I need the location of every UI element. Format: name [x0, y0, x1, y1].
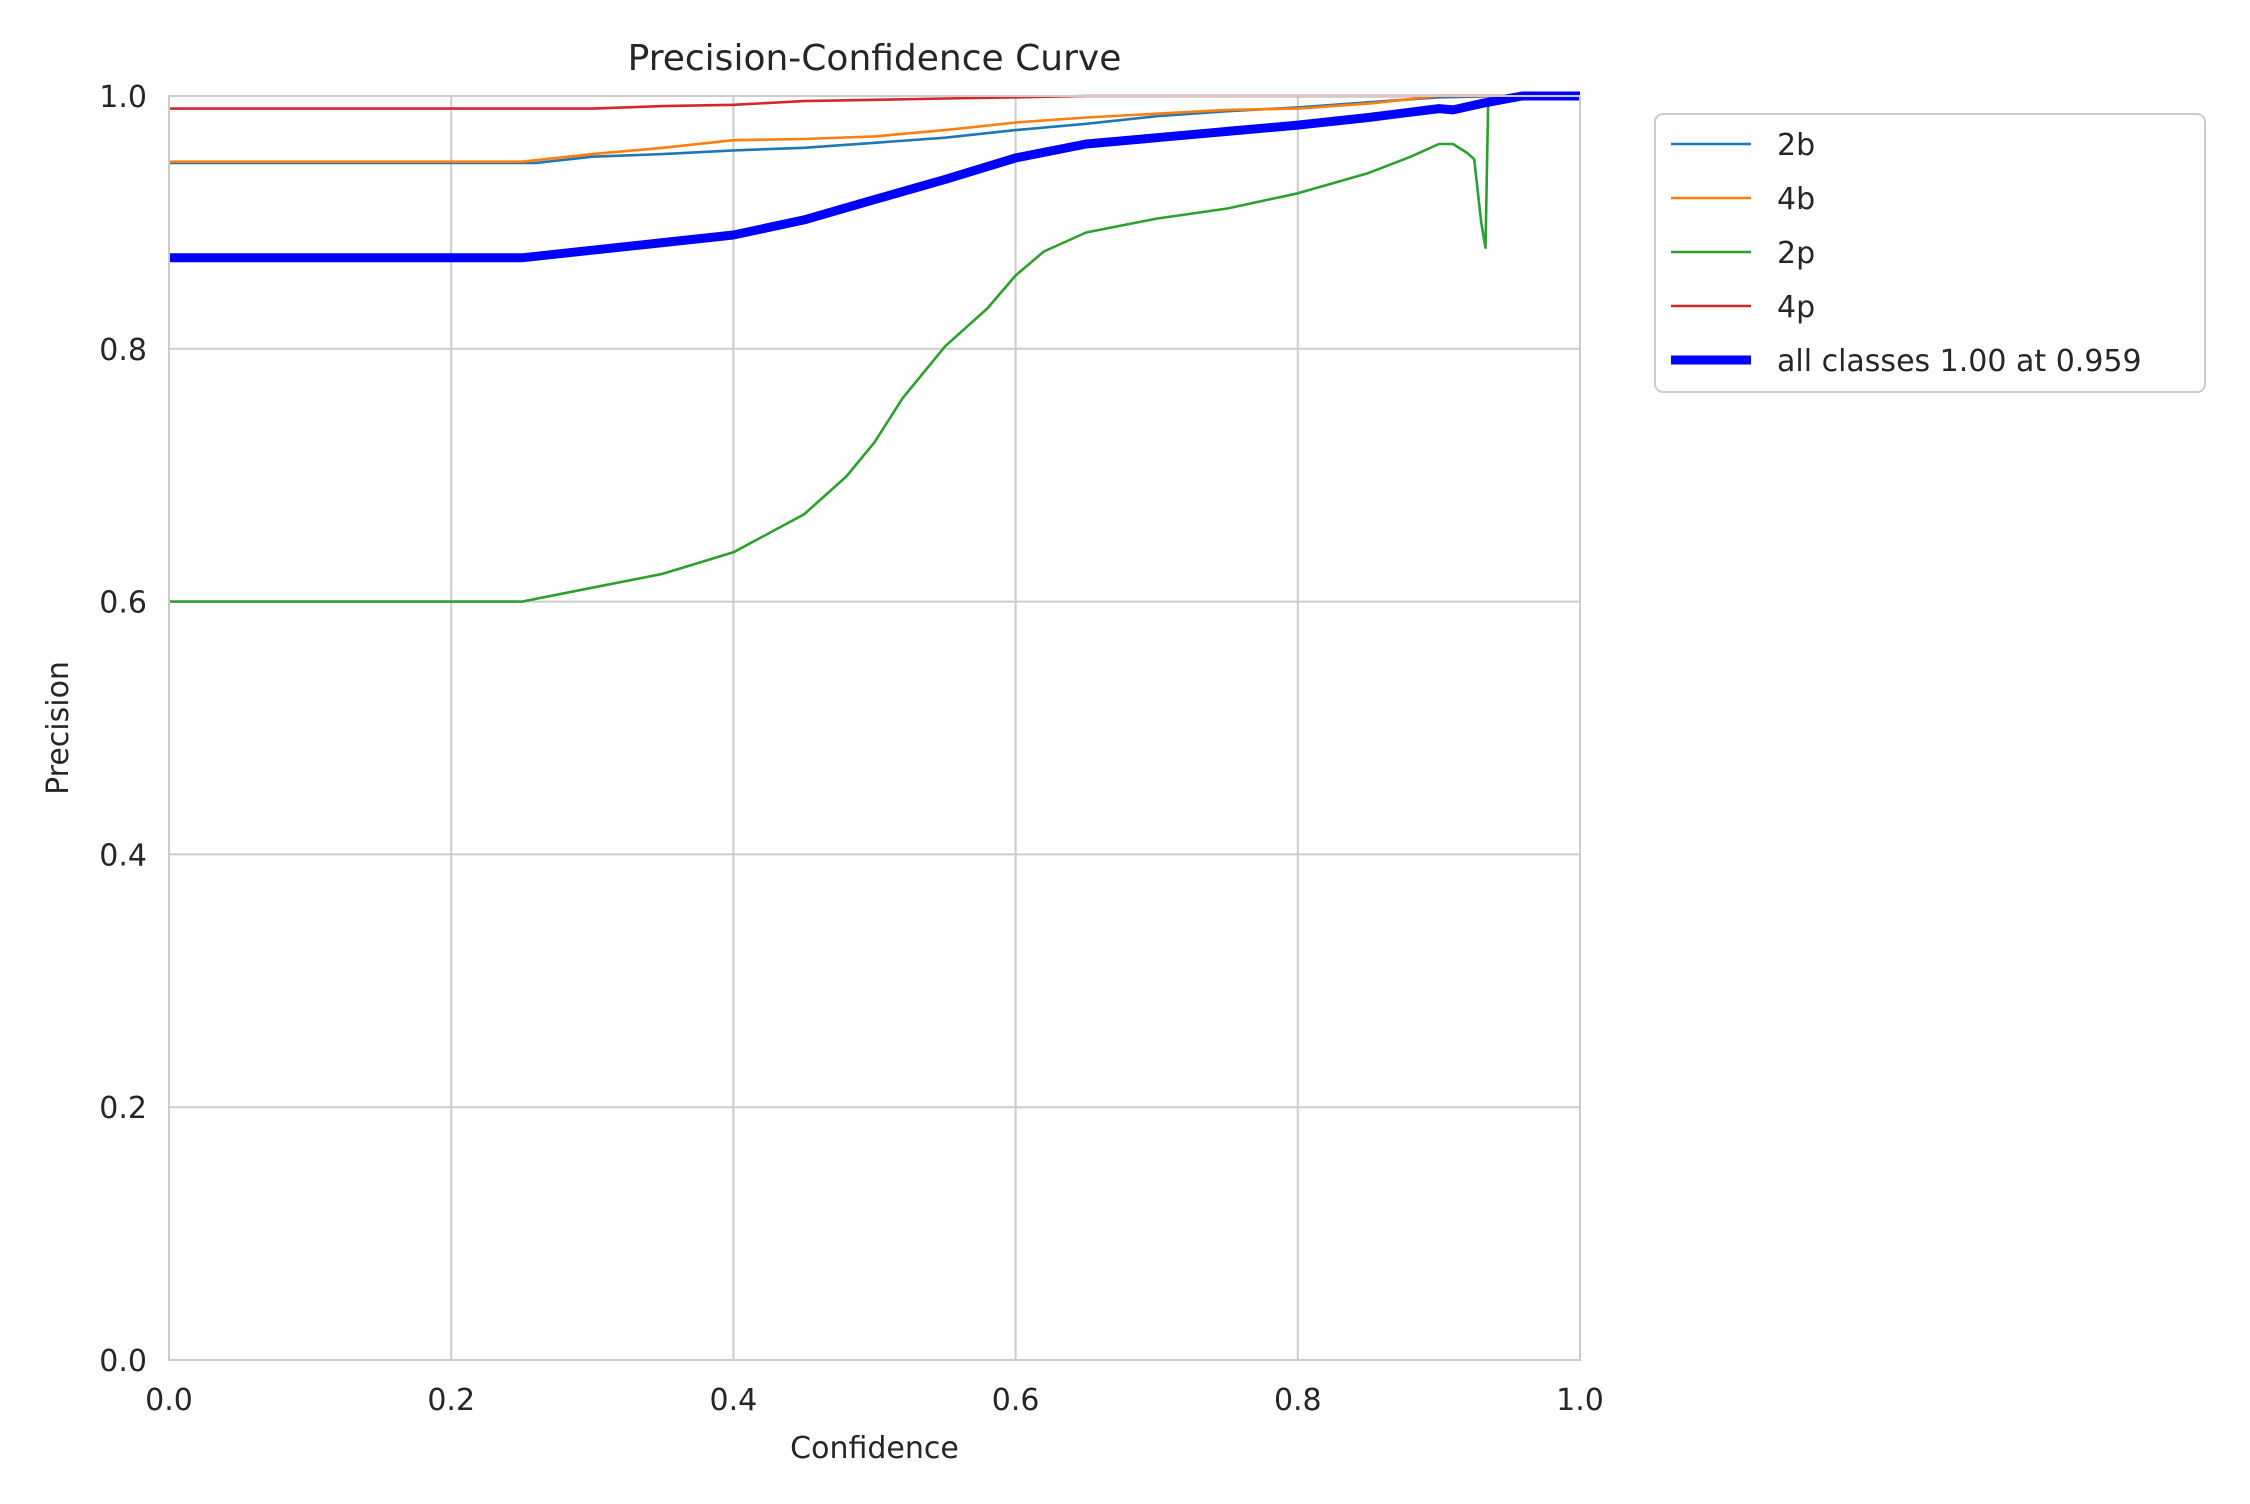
x-tick-label: 0.0 — [145, 1383, 193, 1418]
y-tick-label: 0.4 — [99, 838, 147, 873]
series-line-2b — [169, 94, 1580, 165]
series-lines — [169, 91, 1580, 603]
chart-title: Precision-Confidence Curve — [628, 38, 1122, 79]
series-line-4b — [169, 94, 1580, 163]
x-tick-label: 0.2 — [427, 1383, 475, 1418]
x-tick-label: 1.0 — [1556, 1383, 1604, 1418]
legend-box — [1654, 113, 2206, 393]
legend-label: all classes 1.00 at 0.959 — [1777, 344, 2142, 379]
y-tick-label: 0.8 — [99, 333, 147, 368]
y-axis-label: Precision — [41, 661, 76, 795]
series-line-2p — [169, 95, 1490, 603]
x-axis-label: Confidence — [790, 1431, 959, 1466]
y-tick-label: 0.0 — [99, 1344, 147, 1379]
legend-label: 4b — [1777, 182, 1815, 217]
x-tick-label: 0.6 — [992, 1383, 1040, 1418]
series-line-all-classes-1-00-at-0-959 — [169, 91, 1580, 263]
legend-label: 4p — [1777, 290, 1815, 325]
legend: 2b 4b 2p 4p all classes 1.00 at 0.959 — [1654, 113, 2206, 393]
tick-labels: 0.0 0.2 0.4 0.6 0.8 1.0 0.0 0.2 0.4 0.6 0.8 1.0 — [99, 80, 1604, 1418]
legend-label: 2p — [1777, 236, 1815, 271]
grid-lines — [168, 95, 1581, 1361]
x-tick-label: 0.4 — [710, 1383, 758, 1418]
y-tick-label: 0.6 — [99, 586, 147, 621]
y-tick-label: 1.0 — [99, 80, 147, 115]
plot-frame — [168, 95, 1581, 1361]
legend-label: 2b — [1777, 128, 1815, 163]
y-tick-label: 0.2 — [99, 1091, 147, 1126]
x-tick-label: 0.8 — [1274, 1383, 1322, 1418]
